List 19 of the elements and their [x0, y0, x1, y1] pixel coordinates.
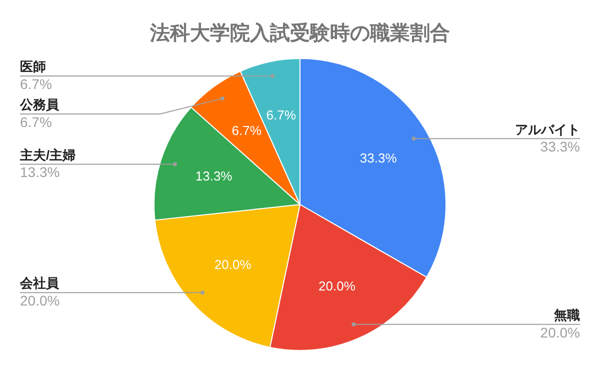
chart-title: 法科大学院入試受験時の職業割合 — [149, 22, 450, 45]
text: 13.3% — [20, 164, 60, 180]
data-label: 6.7% — [266, 108, 296, 123]
slice-label: 主夫/主婦 — [19, 147, 76, 162]
slice-label: 無職 — [553, 308, 580, 323]
slice-label: 会社員 — [19, 276, 60, 291]
text: 6.7% — [20, 114, 52, 130]
text: 6.7% — [20, 76, 52, 92]
data-label: 20.0% — [318, 278, 356, 294]
data-label: 13.3% — [195, 168, 233, 184]
data-label: 6.7% — [232, 123, 262, 138]
slice-label: 医師 — [20, 59, 46, 74]
slice-label: アルバイト — [515, 122, 580, 137]
text: 20.0% — [20, 292, 60, 308]
text: 33.3% — [540, 138, 580, 155]
data-label: 33.3% — [360, 150, 398, 166]
text: 20.0% — [540, 324, 580, 340]
data-label: 20.0% — [214, 256, 252, 272]
slice-label: 公務員 — [19, 97, 60, 112]
